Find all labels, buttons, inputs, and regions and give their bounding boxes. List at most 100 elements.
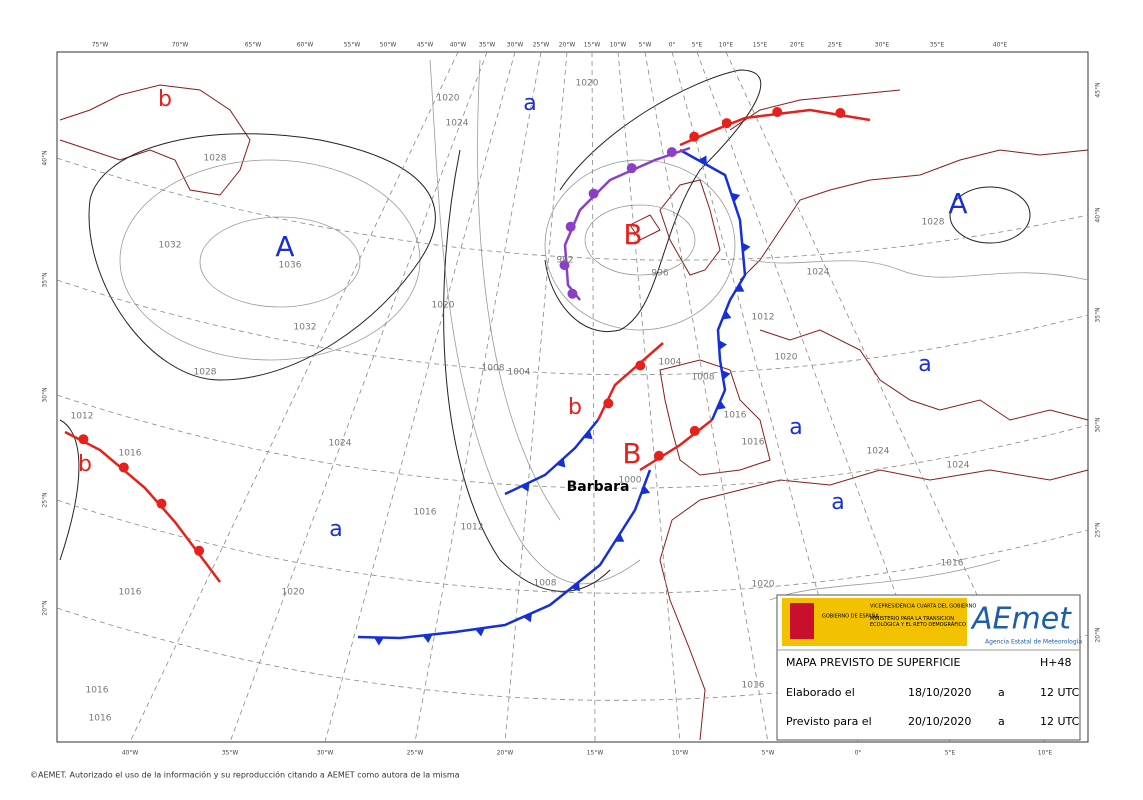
isobar-label: 1024 xyxy=(807,268,830,278)
pressure-center: a xyxy=(789,415,802,440)
isobar-label: 1016 xyxy=(89,714,112,724)
top-lon-label: 25°W xyxy=(533,42,550,49)
top-lon-label: 40°E xyxy=(993,42,1008,49)
isobar-label: 1020 xyxy=(437,94,460,104)
labels: bAaBbBaaaabA1028103210361032102810121016… xyxy=(71,79,970,724)
isobar-label: 1028 xyxy=(194,368,217,378)
bottom-lon-label: 30°W xyxy=(317,750,334,757)
top-lon-label: 60°W xyxy=(297,42,314,49)
top-lon-label: 20°E xyxy=(790,42,805,49)
isobar-label: 1004 xyxy=(508,368,531,378)
isobar-label: 1024 xyxy=(947,461,970,471)
top-lon-label: 5°W xyxy=(639,42,652,49)
isobar-label: 1008 xyxy=(692,373,715,383)
isobar-label: 1032 xyxy=(294,323,317,333)
bottom-lon-label: 15°W xyxy=(587,750,604,757)
top-lon-label: 15°W xyxy=(584,42,601,49)
top-lon-label: 40°W xyxy=(450,42,467,49)
pressure-center: b xyxy=(78,452,92,477)
info-cell: Elaborado el xyxy=(786,686,855,699)
cold-symbol xyxy=(583,430,593,440)
warm-symbol xyxy=(626,163,637,174)
cold-symbol xyxy=(614,533,625,542)
isobar-label: 1012 xyxy=(461,523,484,533)
storm-name: Barbara xyxy=(567,479,630,495)
brand-subtitle: Agencia Estatal de Meteorología xyxy=(985,639,1082,646)
bottom-lon-label: 10°E xyxy=(1038,750,1053,757)
warm-symbol xyxy=(721,118,732,129)
coat-of-arms xyxy=(790,603,814,639)
bottom-lon-label: 35°W xyxy=(222,750,239,757)
top-lon-label: 35°W xyxy=(479,42,496,49)
isobar-label: 1020 xyxy=(576,79,599,89)
info-cell: Previsto para el xyxy=(786,715,872,728)
cold-symbol xyxy=(718,340,727,350)
top-lon-label: 55°W xyxy=(344,42,361,49)
bottom-lon-label: 5°E xyxy=(945,750,956,757)
pressure-center: B xyxy=(622,437,641,470)
cold-symbol xyxy=(721,370,731,380)
top-lon-label: 35°E xyxy=(930,42,945,49)
warm-symbol xyxy=(835,108,846,119)
isobar-label: 1024 xyxy=(329,439,352,449)
ministry-box: MINISTERIO PARA LA TRANSICIÓN ECOLÓGICA … xyxy=(870,616,966,628)
top-lon-label: 0° xyxy=(669,42,676,49)
top-lon-label: 45°W xyxy=(417,42,434,49)
top-lon-label: 20°W xyxy=(559,42,576,49)
left-lat-label: 35°N xyxy=(42,272,49,287)
bottom-lon-label: 20°W xyxy=(497,750,514,757)
isobar-label: 1016 xyxy=(742,681,765,691)
warm-symbol xyxy=(118,462,129,473)
ministry-label: MINISTERIO PARA LA TRANSICIÓN ECOLÓGICA … xyxy=(870,616,966,628)
info-cell: 18/10/2020 xyxy=(908,686,971,699)
left-lat-label: 25°N xyxy=(42,492,49,507)
cold-symbol xyxy=(422,634,433,643)
isobar-label: 1020 xyxy=(752,580,775,590)
brand: AEmet xyxy=(970,602,1072,637)
info-title: MAPA PREVISTO DE SUPERFICIE xyxy=(786,656,960,669)
warm-front xyxy=(563,146,691,301)
warm-symbol xyxy=(689,131,700,142)
warm-symbol xyxy=(156,498,167,509)
pressure-center: a xyxy=(523,91,536,116)
meridian xyxy=(591,51,596,743)
info-cell: 12 UTC xyxy=(1040,686,1080,699)
right-lat-label: 20°N xyxy=(1095,627,1102,642)
cold-symbol xyxy=(520,482,530,492)
parallel xyxy=(56,279,1089,376)
meridian xyxy=(617,51,681,743)
left-lat-label: 20°N xyxy=(42,600,49,615)
cold-symbol xyxy=(716,400,726,410)
cold-symbol xyxy=(522,612,533,623)
bottom-lon-label: 10°W xyxy=(672,750,689,757)
fronts xyxy=(64,107,871,646)
warm-symbol xyxy=(588,188,599,199)
isobar-label: 1020 xyxy=(282,588,305,598)
info-cell: a xyxy=(998,686,1005,699)
cold-symbol xyxy=(475,627,485,637)
warm-symbol xyxy=(635,360,646,371)
left-lat-label: 40°N xyxy=(42,150,49,165)
warm-symbol xyxy=(565,221,576,232)
warm-symbol xyxy=(689,425,700,436)
isobar-label: 1016 xyxy=(724,411,747,421)
isobar-label: 1028 xyxy=(922,218,945,228)
meridian xyxy=(324,51,516,743)
gov-label: GOBIERNO DE ESPAÑA xyxy=(822,613,879,620)
isobar-label: 1016 xyxy=(119,449,142,459)
isobar-label: 1020 xyxy=(775,353,798,363)
cold-front xyxy=(679,148,747,421)
isobar-label: 1020 xyxy=(432,301,455,311)
right-lat-label: 25°N xyxy=(1095,522,1102,537)
isobar-label: 1000 xyxy=(619,476,642,486)
top-lon-label: 70°W xyxy=(172,42,189,49)
top-lon-label: 5°E xyxy=(692,42,703,49)
isobar-label: 1016 xyxy=(742,438,765,448)
top-lon-label: 75°W xyxy=(92,42,109,49)
cold-symbol xyxy=(571,581,580,592)
cold-symbol xyxy=(640,485,650,495)
cold-symbol xyxy=(698,155,707,165)
top-lon-label: 30°E xyxy=(875,42,890,49)
